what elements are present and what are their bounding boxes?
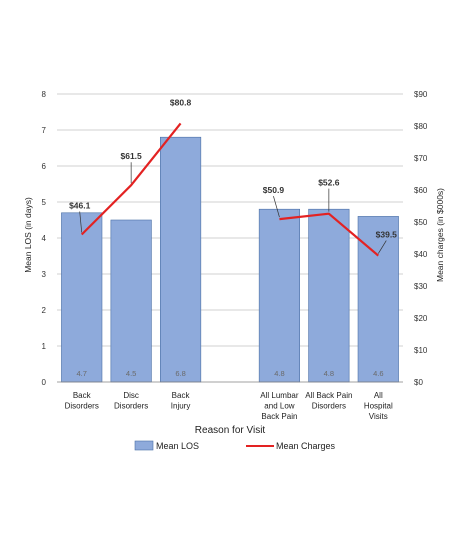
y-tick-label: 5 bbox=[42, 198, 47, 207]
legend-label-mean-los: Mean LOS bbox=[156, 441, 199, 451]
y2-tick-label: $10 bbox=[414, 346, 428, 355]
x-category-label: All Hospital Visits bbox=[364, 391, 393, 421]
legend-swatch-mean-los bbox=[134, 440, 154, 451]
y2-axis-title: Mean charges (in $000s) bbox=[435, 188, 445, 282]
y2-tick-label: $60 bbox=[414, 186, 428, 195]
bar-value-label: 4.8 bbox=[324, 369, 334, 378]
x-axis-title: Reason for Visit bbox=[195, 425, 266, 436]
x-category-label: All Back Pain Disorders bbox=[305, 391, 352, 411]
x-category-label: Back Disorders bbox=[65, 391, 99, 411]
y2-tick-label: $0 bbox=[414, 378, 423, 387]
y-tick-label: 1 bbox=[42, 342, 47, 351]
y-tick-label: 8 bbox=[42, 90, 47, 99]
charge-leader-line bbox=[79, 211, 83, 233]
y2-tick-label: $50 bbox=[414, 218, 428, 227]
bar-mean-los bbox=[61, 212, 103, 383]
bar-value-label: 4.6 bbox=[373, 369, 383, 378]
bar-value-label: 4.8 bbox=[274, 369, 284, 378]
charges-line bbox=[80, 122, 379, 257]
x-category-label: All Lumbar and Low Back Pain bbox=[260, 391, 299, 421]
x-category-label: Back Injury bbox=[171, 391, 191, 411]
y-tick-label: 2 bbox=[42, 306, 47, 315]
y2-tick-label: $20 bbox=[414, 314, 428, 323]
x-category-label: Disc Disorders bbox=[114, 391, 148, 411]
bars bbox=[61, 136, 399, 383]
y-axis-title: Mean LOS (in days) bbox=[23, 197, 33, 273]
bar-value-label: 6.8 bbox=[175, 369, 185, 378]
y2-tick-label: $30 bbox=[414, 282, 428, 291]
charge-leader-line bbox=[273, 196, 280, 218]
bar-mean-los bbox=[308, 208, 350, 383]
y2-tick-label: $80 bbox=[414, 122, 428, 131]
y2-tick-label: $40 bbox=[414, 250, 428, 259]
bar-value-label: 4.5 bbox=[126, 369, 136, 378]
y2-tick-label: $90 bbox=[414, 90, 428, 99]
legend: Mean LOS Mean Charges bbox=[134, 440, 336, 451]
gridlines bbox=[57, 93, 403, 347]
y-tick-label: 3 bbox=[42, 270, 47, 279]
y-tick-label: 7 bbox=[42, 126, 47, 135]
bar-mean-los bbox=[160, 136, 202, 383]
axes: 0 1 2 3 4 5 6 7 8 $0 $10 $20 $30 $40 $50 $60 $70 $80 $90 Ba… bbox=[42, 90, 428, 421]
charge-value-label: $52.6 bbox=[318, 178, 340, 188]
charge-value-label: $80.8 bbox=[170, 97, 192, 107]
legend-label-mean-charges: Mean Charges bbox=[276, 441, 336, 451]
bar-mean-los bbox=[357, 216, 399, 383]
mean-charges-line bbox=[279, 212, 379, 257]
bar-mean-los bbox=[110, 219, 152, 383]
y-tick-label: 0 bbox=[42, 378, 47, 387]
charge-leader-line bbox=[377, 240, 387, 254]
y-tick-label: 4 bbox=[42, 234, 47, 243]
mean-charges-line bbox=[80, 122, 182, 236]
data-labels: 4.7 4.5 6.8 4.8 4.8 4.6 $46.1 $61.5 $80.8 $50.9 $5… bbox=[69, 97, 397, 378]
charge-value-label: $46.1 bbox=[69, 200, 91, 210]
charge-value-label: $50.9 bbox=[263, 185, 285, 195]
bar-value-label: 4.7 bbox=[76, 369, 86, 378]
charge-value-label: $39.5 bbox=[376, 230, 398, 240]
charge-value-label: $61.5 bbox=[121, 151, 143, 161]
y2-tick-label: $70 bbox=[414, 154, 428, 163]
bar-mean-los bbox=[258, 208, 300, 383]
y-tick-label: 6 bbox=[42, 162, 47, 171]
